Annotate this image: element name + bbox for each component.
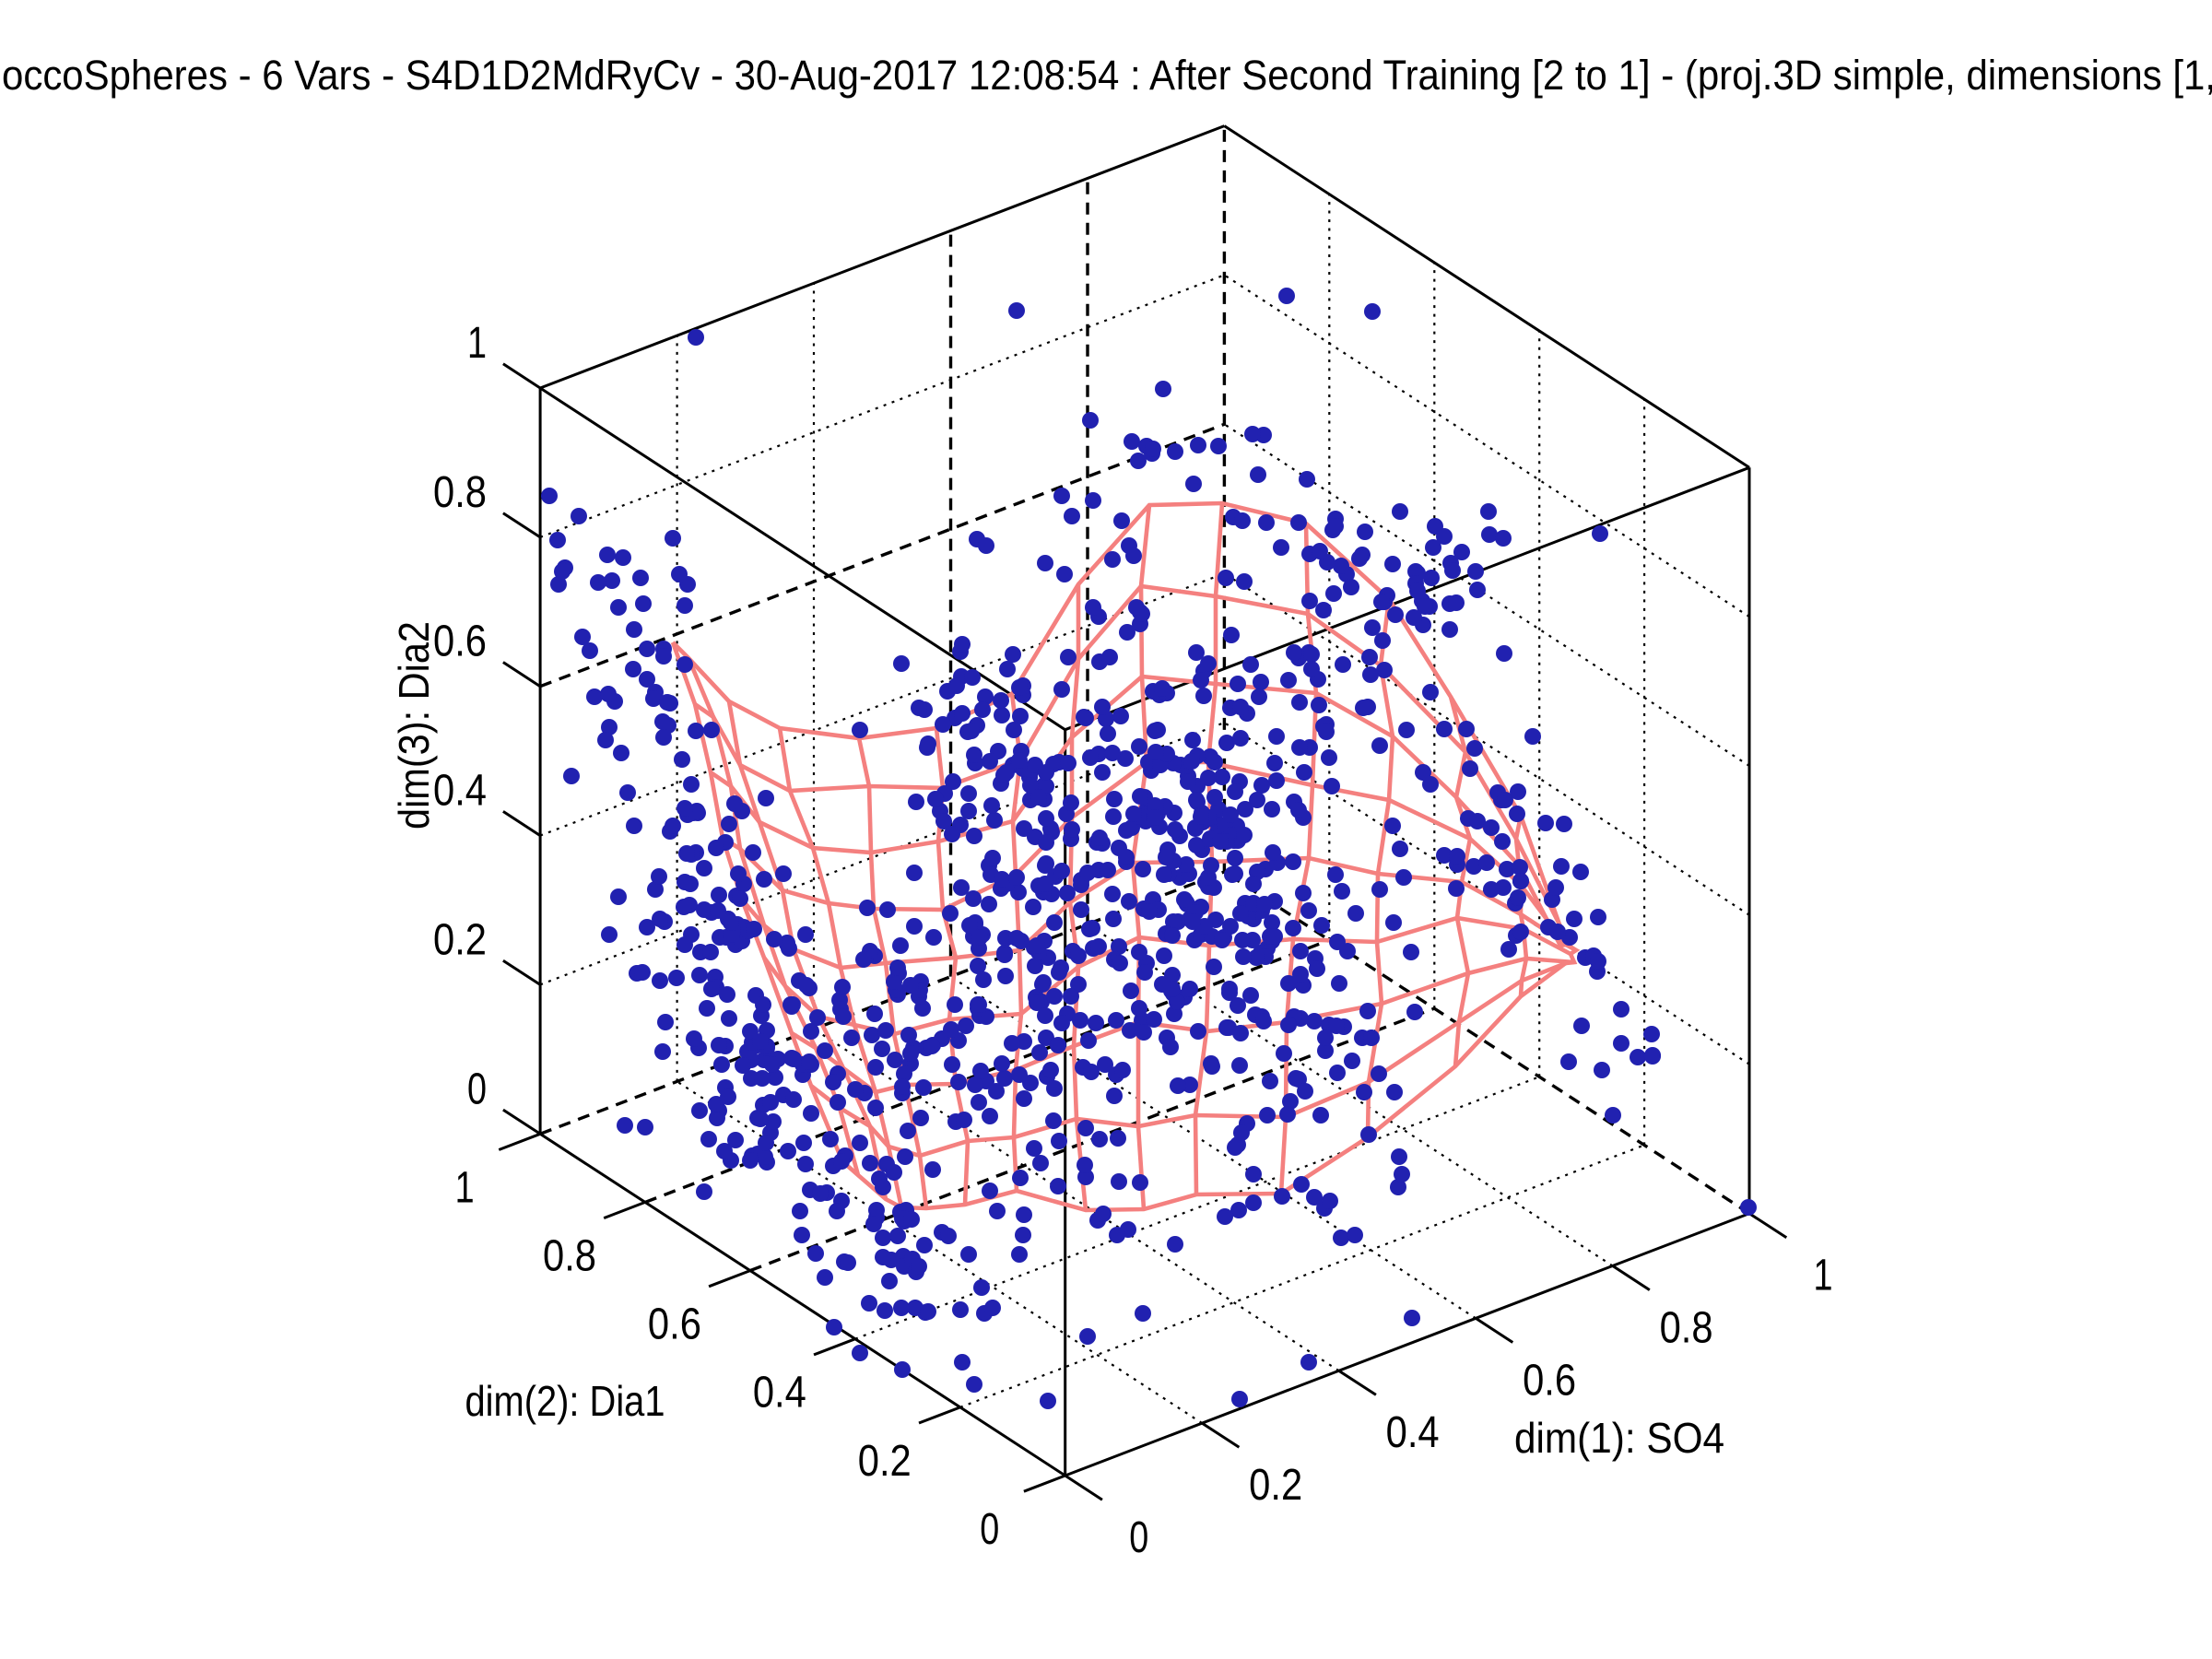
svg-text:0.6: 0.6	[1523, 1356, 1576, 1405]
svg-text:0.8: 0.8	[543, 1231, 596, 1280]
svg-text:0.4: 0.4	[753, 1369, 806, 1418]
svg-text:1: 1	[455, 1163, 475, 1212]
svg-text:0.2: 0.2	[858, 1437, 912, 1486]
svg-text:1: 1	[467, 319, 487, 368]
svg-text:dim(1): SO4: dim(1): SO4	[1514, 1414, 1724, 1462]
svg-text:occoSpheres - 6 Vars - S4D1D2M: occoSpheres - 6 Vars - S4D1D2MdRyCv - 30…	[2, 52, 2212, 99]
svg-text:0.4: 0.4	[1386, 1408, 1440, 1457]
svg-text:0.6: 0.6	[433, 618, 487, 666]
svg-text:0.8: 0.8	[1660, 1303, 1713, 1352]
svg-text:0: 0	[980, 1505, 999, 1554]
svg-text:1: 1	[1814, 1252, 1833, 1300]
svg-text:0.8: 0.8	[433, 468, 487, 517]
svg-text:0: 0	[1129, 1513, 1148, 1562]
svg-text:0.4: 0.4	[433, 767, 487, 816]
svg-text:dim(2): Dia1: dim(2): Dia1	[465, 1377, 665, 1425]
svg-text:dim(3): Dia2: dim(3): Dia2	[390, 621, 438, 830]
svg-text:0.2: 0.2	[433, 915, 487, 964]
svg-text:0: 0	[467, 1065, 487, 1113]
svg-text:0.2: 0.2	[1249, 1461, 1302, 1510]
svg-text:0.6: 0.6	[648, 1300, 701, 1349]
